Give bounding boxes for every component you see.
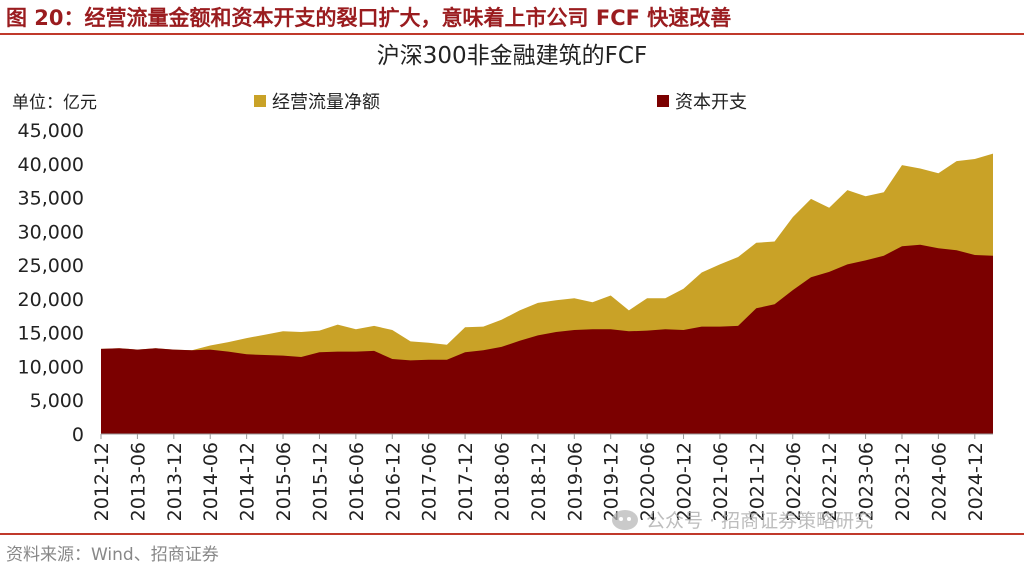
x-tick-label: 2015-06 xyxy=(273,442,295,521)
legend-capex: 资本开支 xyxy=(657,88,747,114)
title-rule xyxy=(0,33,1024,35)
x-tick-label: 2019-12 xyxy=(601,442,623,521)
wechat-icon xyxy=(612,509,638,530)
series-area-1 xyxy=(101,244,993,434)
x-tick-label: 2024-06 xyxy=(928,442,950,521)
unit-label: 单位：亿元 xyxy=(12,93,97,113)
x-tick-label: 2014-12 xyxy=(237,442,259,521)
x-tick-label: 2016-06 xyxy=(346,442,368,521)
watermark: 公众号 · 招商证券策略研究 xyxy=(612,506,873,533)
figure-title: 图 20：经营流量金额和资本开支的裂口扩大，意味着上市公司 FCF 快速改善 xyxy=(6,6,732,30)
y-tick-label: 15,000 xyxy=(18,323,84,345)
x-tick-label: 2022-06 xyxy=(783,442,805,521)
y-tick-label: 0 xyxy=(72,424,84,446)
x-tick-label: 2015-12 xyxy=(309,442,331,521)
x-tick-label: 2018-06 xyxy=(491,442,513,521)
legend-ocf: 经营流量净额 xyxy=(254,88,380,114)
x-tick-label: 2024-12 xyxy=(965,442,987,521)
source-note: 资料来源：Wind、招商证券 xyxy=(6,545,219,565)
x-tick-label: 2022-12 xyxy=(819,442,841,521)
y-tick-label: 5,000 xyxy=(30,390,84,412)
watermark-text: 公众号 · 招商证券策略研究 xyxy=(646,510,874,532)
chart-title: 沪深300非金融建筑的FCF xyxy=(376,43,648,69)
y-tick-label: 35,000 xyxy=(18,188,84,210)
x-tick-label: 2013-06 xyxy=(127,442,149,521)
y-tick-label: 20,000 xyxy=(18,289,84,311)
x-tick-label: 2021-06 xyxy=(710,442,732,521)
x-tick-label: 2020-06 xyxy=(637,442,659,521)
y-tick-label: 30,000 xyxy=(18,221,84,243)
x-tick-label: 2023-06 xyxy=(856,442,878,521)
legend-ocf-swatch xyxy=(254,95,266,107)
x-tick-label: 2013-12 xyxy=(164,442,186,521)
x-tick-label: 2018-12 xyxy=(528,442,550,521)
legend-capex-swatch xyxy=(657,95,669,107)
x-tick-label: 2019-06 xyxy=(564,442,586,521)
x-tick-label: 2016-12 xyxy=(382,442,404,521)
x-tick-label: 2017-12 xyxy=(455,442,477,521)
y-tick-label: 40,000 xyxy=(18,154,84,176)
x-tick-label: 2023-12 xyxy=(892,442,914,521)
x-tick-label: 2021-12 xyxy=(746,442,768,521)
x-tick-label: 2014-06 xyxy=(200,442,222,521)
y-tick-label: 10,000 xyxy=(18,356,84,378)
y-tick-label: 45,000 xyxy=(18,120,84,142)
legend-ocf-label: 经营流量净额 xyxy=(272,92,380,113)
x-tick-label: 2012-12 xyxy=(91,442,113,521)
legend-capex-label: 资本开支 xyxy=(675,92,747,113)
y-tick-label: 25,000 xyxy=(18,255,84,277)
x-tick-label: 2017-06 xyxy=(419,442,441,521)
x-tick-label: 2020-12 xyxy=(674,442,696,521)
footer-rule xyxy=(0,533,1024,535)
